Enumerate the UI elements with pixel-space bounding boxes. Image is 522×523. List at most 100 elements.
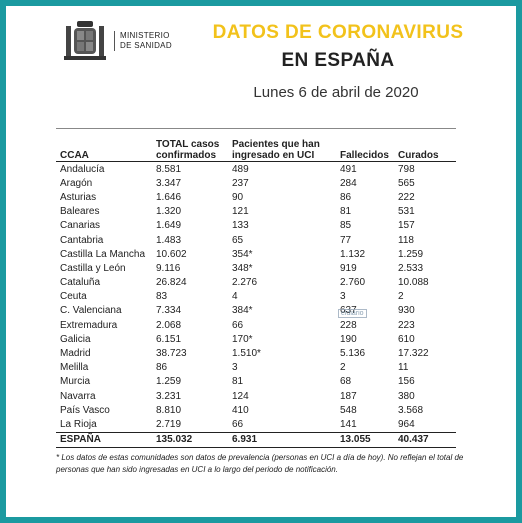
cell-icu: 237	[232, 177, 249, 189]
cell-deaths: 1.132	[340, 248, 366, 260]
table-row: País Vasco 8.810 410 548 3.568	[56, 403, 456, 417]
cell-ccaa: Castilla y León	[60, 262, 126, 274]
cell-cases: 3.231	[156, 390, 182, 402]
cell-icu: 4	[232, 291, 238, 303]
cell-deaths: 141	[340, 418, 357, 430]
cell-icu: 65	[232, 234, 244, 246]
cell-icu: 1.510*	[232, 348, 261, 360]
cell-cases: 1.483	[156, 234, 182, 246]
title-line-1: DATOS DE CORONAVIRUS	[212, 22, 464, 43]
table-header: CCAA TOTAL casos confirmados Pacientes q…	[56, 128, 456, 162]
cell-deaths: 637	[340, 305, 357, 317]
cell-ccaa: Madrid	[60, 348, 91, 360]
table-row: Melilla 86 3 2 11	[56, 361, 456, 375]
header-icu: Pacientes que han ingresado en UCI	[232, 139, 320, 161]
cell-recovered: 565	[398, 177, 415, 189]
cell-icu: 410	[232, 404, 249, 416]
total-recovered: 40.437	[398, 434, 429, 446]
cell-cases: 8.581	[156, 163, 182, 175]
header-ccaa: CCAA	[60, 150, 89, 161]
cell-deaths: 77	[340, 234, 352, 246]
table-row: Ceuta 83 4 3 2	[56, 290, 456, 304]
cell-recovered: 118	[398, 234, 414, 246]
table-row: Asturias 1.646 90 86 222	[56, 190, 456, 204]
total-icu: 6.931	[232, 434, 258, 446]
cell-deaths: 228	[340, 319, 357, 331]
header-deaths: Fallecidos	[340, 150, 389, 161]
cell-ccaa: Canarias	[60, 220, 101, 232]
table-row: Galicia 6.151 170* 190 610	[56, 332, 456, 346]
total-cases: 135.032	[156, 434, 193, 446]
cell-icu: 81	[232, 376, 244, 388]
cell-recovered: 2	[398, 291, 404, 303]
title-line-2: EN ESPAÑA	[281, 50, 395, 71]
table-row: La Rioja 2.719 66 141 964	[56, 417, 456, 431]
cell-cases: 26.824	[156, 277, 187, 289]
cell-icu: 66	[232, 418, 244, 430]
cell-recovered: 1.259	[398, 248, 424, 260]
cell-ccaa: Ceuta	[60, 291, 87, 303]
cell-recovered: 223	[398, 319, 415, 331]
ministry-line-1: MINISTERIO	[120, 31, 170, 40]
cell-deaths: 187	[340, 390, 357, 402]
cell-cases: 1.320	[156, 206, 182, 218]
ministry-name: MINISTERIO DE SANIDAD	[114, 31, 172, 51]
watermark: eldiario	[338, 309, 367, 318]
cell-deaths: 190	[340, 333, 357, 345]
cell-cases: 83	[156, 291, 168, 303]
cell-cases: 86	[156, 362, 168, 374]
cell-cases: 6.151	[156, 333, 182, 345]
cell-deaths: 2.760	[340, 277, 366, 289]
footnote: * Los datos de estas comunidades son dat…	[56, 453, 464, 474]
cell-cases: 38.723	[156, 348, 187, 360]
table-row: Madrid 38.723 1.510* 5.136 17.322	[56, 346, 456, 360]
cell-deaths: 284	[340, 177, 357, 189]
total-label: ESPAÑA	[60, 434, 101, 446]
cell-recovered: 157	[398, 220, 415, 232]
cell-recovered: 2.533	[398, 262, 424, 274]
cell-cases: 1.649	[156, 220, 182, 232]
cell-icu: 121	[232, 206, 249, 218]
cell-deaths: 491	[340, 163, 357, 175]
table-row: Aragón 3.347 237 284 565	[56, 176, 456, 190]
header-total-cases: TOTAL casos confirmados	[156, 139, 220, 161]
cell-recovered: 930	[398, 305, 415, 317]
cell-ccaa: Cantabria	[60, 234, 104, 246]
ministry-logo: MINISTERIO DE SANIDAD	[62, 18, 172, 64]
coat-of-arms-icon	[64, 21, 106, 60]
cell-icu: 348*	[232, 262, 253, 274]
cell-deaths: 2	[340, 362, 346, 374]
table-row: Castilla y León 9.116 348* 919 2.533	[56, 261, 456, 275]
cell-ccaa: Murcia	[60, 376, 91, 388]
cell-ccaa: Baleares	[60, 206, 100, 218]
cell-icu: 124	[232, 390, 249, 402]
cell-deaths: 3	[340, 291, 346, 303]
table-row: Navarra 3.231 124 187 380	[56, 389, 456, 403]
table-row: Cantabria 1.483 65 77 118	[56, 233, 456, 247]
cell-ccaa: Aragón	[60, 177, 93, 189]
cell-deaths: 85	[340, 220, 352, 232]
cell-cases: 9.116	[156, 262, 181, 274]
cell-recovered: 610	[398, 333, 415, 345]
cell-ccaa: Asturias	[60, 191, 97, 203]
cell-cases: 10.602	[156, 248, 187, 260]
cell-recovered: 531	[398, 206, 415, 218]
cell-deaths: 548	[340, 404, 357, 416]
cell-cases: 2.719	[156, 418, 182, 430]
cell-deaths: 68	[340, 376, 352, 388]
total-deaths: 13.055	[340, 434, 371, 446]
cell-recovered: 798	[398, 163, 415, 175]
table-row: Baleares 1.320 121 81 531	[56, 205, 456, 219]
cell-ccaa: País Vasco	[60, 404, 110, 416]
table-row: Cataluña 26.824 2.276 2.760 10.088	[56, 276, 456, 290]
cell-icu: 90	[232, 191, 244, 203]
cell-recovered: 222	[398, 191, 415, 203]
cell-icu: 2.276	[232, 277, 258, 289]
header-recovered: Curados	[398, 150, 439, 161]
cell-deaths: 5.136	[340, 348, 366, 360]
cell-recovered: 156	[398, 376, 415, 388]
cell-ccaa: Cataluña	[60, 277, 101, 289]
cell-cases: 7.334	[156, 305, 182, 317]
cell-deaths: 81	[340, 206, 352, 218]
cell-cases: 1.259	[156, 376, 182, 388]
